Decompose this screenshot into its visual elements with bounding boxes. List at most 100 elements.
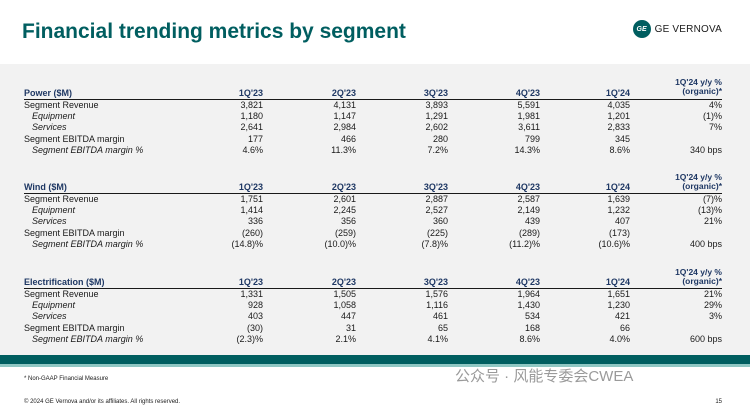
table-row: Segment EBITDA margin (260) (259) (225) (289… [0, 228, 750, 239]
table-cell: 1,651 [607, 289, 630, 299]
row-label: Equipment [32, 111, 76, 122]
table-cell: 1,981 [517, 111, 540, 122]
section-header-row: Wind ($M) 1Q'23 2Q'23 3Q'23 4Q'23 1Q'24 [0, 182, 750, 193]
yy-cell: 600 bps [689, 333, 722, 344]
footer-band [0, 355, 750, 364]
table-cell: 1,505 [333, 289, 356, 299]
row-label: Segment EBITDA margin [24, 322, 125, 333]
table-cell: (289) [518, 227, 540, 238]
table-cell: 360 [432, 216, 448, 227]
table-cell: 4,035 [607, 100, 630, 110]
row-label: Equipment [32, 300, 76, 311]
table-cell: 2,149 [517, 205, 540, 216]
yy-header: 1Q'24 y/y % (organic)* [622, 268, 722, 286]
page-title: Financial trending metrics by segment [22, 20, 406, 43]
column-header: 2Q'23 [331, 182, 356, 192]
table-cell: (10.0)% [324, 238, 356, 249]
section-title: Power ($M) [24, 88, 73, 98]
table-cell: 1,230 [607, 300, 630, 311]
table-cell: 345 [614, 133, 630, 144]
column-header: 4Q'23 [515, 277, 540, 287]
metrics-panel [0, 64, 750, 355]
yy-header-line1: 1Q'24 y/y % [675, 172, 722, 182]
row-label: Segment EBITDA margin % [32, 144, 144, 155]
column-header: 2Q'23 [331, 88, 356, 98]
table-cell: 4.1% [427, 333, 448, 344]
table-cell: 2,984 [333, 122, 356, 133]
table-cell: 2,833 [607, 122, 630, 133]
table-cell: 1,232 [607, 205, 630, 216]
table-cell: 2,601 [333, 194, 356, 204]
header-divider [24, 288, 722, 289]
table-cell: 8.6% [519, 333, 540, 344]
yy-header: 1Q'24 y/y % (organic)* [622, 173, 722, 191]
table-cell: (2.3)% [236, 333, 263, 344]
section-header-row: Electrification ($M) 1Q'23 2Q'23 3Q'23 4… [0, 277, 750, 288]
yy-cell: 4% [708, 100, 722, 110]
ge-monogram-icon: GE [632, 20, 651, 38]
table-cell: 2,587 [517, 194, 540, 204]
table-row: Services 2,641 2,984 2,602 3,611 2,833 7% [0, 122, 750, 133]
table-cell: 177 [247, 133, 263, 144]
table-cell: 1,180 [240, 111, 263, 122]
yy-cell: (1)% [702, 111, 722, 122]
column-header: 1Q'23 [238, 88, 263, 98]
table-cell: 421 [614, 311, 630, 322]
table-cell: 439 [524, 216, 540, 227]
table-cell: 1,291 [425, 111, 448, 122]
column-header: 3Q'23 [423, 277, 448, 287]
table-cell: 534 [524, 311, 540, 322]
column-header: 1Q'24 [605, 277, 630, 287]
yy-header-line2: (organic)* [682, 86, 722, 96]
table-cell: 466 [340, 133, 356, 144]
yy-cell: 21% [703, 216, 722, 227]
watermark: 公众号 · 风能专委会CWEA [455, 368, 634, 385]
row-label: Segment EBITDA margin [24, 227, 125, 238]
header-divider [24, 99, 722, 100]
table-cell: 2,527 [425, 205, 448, 216]
table-cell: (259) [334, 227, 356, 238]
table-row: Segment Revenue 3,821 4,131 3,893 5,591 4,035… [0, 100, 750, 111]
table-cell: 14.3% [514, 144, 540, 155]
table-cell: 403 [247, 311, 263, 322]
table-cell: (260) [241, 227, 263, 238]
table-cell: 280 [432, 133, 448, 144]
table-row: Segment EBITDA margin % 4.6% 11.3% 7.2% 14.3… [0, 145, 750, 156]
table-cell: 4.6% [242, 144, 263, 155]
table-row: Equipment 928 1,058 1,116 1,430 1,230 29% [0, 300, 750, 311]
table-cell: 31 [345, 322, 356, 333]
table-row: Segment Revenue 1,331 1,505 1,576 1,964 1,651… [0, 289, 750, 300]
table-cell: 1,576 [425, 289, 448, 299]
table-cell: 461 [432, 311, 448, 322]
yy-header-line1: 1Q'24 y/y % [675, 77, 722, 87]
yy-header: 1Q'24 y/y % (organic)* [622, 78, 722, 96]
table-cell: (7.8)% [421, 238, 448, 249]
table-cell: 928 [247, 300, 263, 311]
table-cell: 5,591 [517, 100, 540, 110]
column-header: 1Q'24 [605, 88, 630, 98]
row-label: Services [32, 216, 67, 227]
table-row: Segment Revenue 1,751 2,601 2,887 2,587 1,639… [0, 194, 750, 205]
row-label: Segment EBITDA margin % [32, 333, 144, 344]
table-cell: 8.6% [609, 144, 630, 155]
table-cell: 407 [614, 216, 630, 227]
table-cell: 447 [340, 311, 356, 322]
row-label: Segment Revenue [24, 100, 99, 110]
table-cell: 66 [619, 322, 630, 333]
company-logo: GE GE VERNOVA [632, 20, 722, 38]
row-label: Segment EBITDA margin [24, 133, 125, 144]
yy-cell: 400 bps [689, 238, 722, 249]
table-cell: 168 [524, 322, 540, 333]
copyright: © 2024 GE Vernova and/or its affiliates.… [24, 399, 181, 405]
yy-cell: 21% [703, 289, 722, 299]
table-cell: 1,414 [240, 205, 263, 216]
column-header: 1Q'24 [605, 182, 630, 192]
column-header: 2Q'23 [331, 277, 356, 287]
table-cell: 799 [524, 133, 540, 144]
table-cell: 356 [340, 216, 356, 227]
table-cell: 1,201 [607, 111, 630, 122]
footer-accent-band [0, 364, 750, 367]
table-cell: (10.6)% [598, 238, 630, 249]
footnote: * Non-GAAP Financial Measure [24, 376, 109, 382]
table-cell: 336 [247, 216, 263, 227]
